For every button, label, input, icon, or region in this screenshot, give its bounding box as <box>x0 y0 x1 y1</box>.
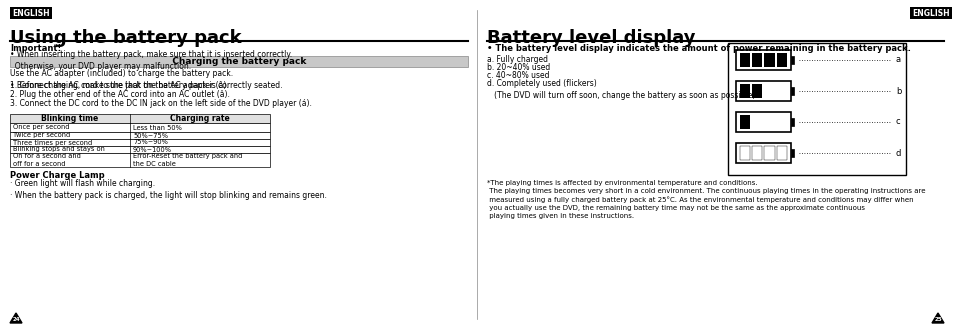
Text: Charging rate: Charging rate <box>170 114 230 123</box>
Text: Charging the battery pack: Charging the battery pack <box>166 57 312 66</box>
Bar <box>776 84 786 98</box>
Polygon shape <box>931 313 943 323</box>
Bar <box>10 146 270 153</box>
Text: • When inserting the battery pack, make sure that it is inserted correctly.
  Ot: • When inserting the battery pack, make … <box>10 50 292 71</box>
Text: Blinking stops and stays on: Blinking stops and stays on <box>13 146 105 153</box>
Text: Error-Reset the battery pack and
the DC cable: Error-Reset the battery pack and the DC … <box>132 153 242 167</box>
Bar <box>10 7 52 19</box>
Bar <box>909 7 951 19</box>
Bar <box>740 53 749 67</box>
Bar <box>790 56 794 64</box>
Text: Three times per second: Three times per second <box>13 139 92 145</box>
Text: a: a <box>895 56 901 64</box>
Bar <box>752 115 761 129</box>
Text: Twice per second: Twice per second <box>13 133 71 139</box>
Text: *The playing times is affected by environmental temperature and conditions.
 The: *The playing times is affected by enviro… <box>486 180 924 219</box>
Bar <box>10 56 468 67</box>
Text: b. 20~40% used: b. 20~40% used <box>486 63 550 72</box>
Text: • The battery level display indicates the amount of power remaining in the batte: • The battery level display indicates th… <box>486 44 910 53</box>
Bar <box>763 53 774 67</box>
Text: · Green light will flash while charging.
· When the battery pack is charged, the: · Green light will flash while charging.… <box>10 179 327 200</box>
Text: c. 40~80% used: c. 40~80% used <box>486 71 549 80</box>
Text: 3. Connect the DC cord to the DC IN jack on the left side of the DVD player (á).: 3. Connect the DC cord to the DC IN jack… <box>10 99 312 108</box>
Text: Less than 50%: Less than 50% <box>132 124 182 131</box>
Text: Blinking time: Blinking time <box>41 114 98 123</box>
Bar <box>735 143 790 163</box>
Bar <box>740 146 749 160</box>
Text: Important!: Important! <box>10 44 61 53</box>
Bar <box>735 50 790 70</box>
Bar <box>776 146 786 160</box>
Text: 90%~100%: 90%~100% <box>132 146 172 153</box>
Bar <box>10 123 270 132</box>
Text: 50%~75%: 50%~75% <box>132 133 168 139</box>
Bar <box>10 139 270 146</box>
Bar <box>776 53 786 67</box>
Bar <box>790 149 794 157</box>
Bar <box>727 43 905 175</box>
Text: ENGLISH: ENGLISH <box>911 9 949 17</box>
Text: b: b <box>895 87 901 95</box>
Text: Battery level display: Battery level display <box>486 29 695 47</box>
Polygon shape <box>10 313 22 323</box>
Text: On for a second and
off for a second: On for a second and off for a second <box>13 153 81 167</box>
Bar <box>790 87 794 95</box>
Bar <box>763 84 774 98</box>
Text: 2. Plug the other end of the AC cord into an AC outlet (â).: 2. Plug the other end of the AC cord int… <box>10 90 230 99</box>
Bar <box>763 146 774 160</box>
Text: d: d <box>895 148 901 158</box>
Text: 1. Connect the AC cord to the jack on the AC adapter (ã).: 1. Connect the AC cord to the jack on th… <box>10 81 229 90</box>
Bar <box>763 115 774 129</box>
Bar <box>752 146 761 160</box>
Text: Use the AC adapter (included) to charge the battery pack.
• Before charging, mak: Use the AC adapter (included) to charge … <box>10 69 282 90</box>
Text: 24: 24 <box>12 317 20 322</box>
Text: c: c <box>895 117 900 126</box>
Bar <box>740 115 749 129</box>
Bar <box>776 115 786 129</box>
Bar <box>740 84 749 98</box>
Text: Once per second: Once per second <box>13 124 70 131</box>
Text: Using the battery pack: Using the battery pack <box>10 29 241 47</box>
Bar <box>790 118 794 126</box>
Bar <box>10 114 270 123</box>
Bar <box>752 53 761 67</box>
Text: d. Completely used (flickers)
   (The DVD will turn off soon, change the battery: d. Completely used (flickers) (The DVD w… <box>486 79 755 100</box>
Bar <box>752 84 761 98</box>
Bar <box>10 132 270 139</box>
Text: a. Fully charged: a. Fully charged <box>486 55 547 64</box>
Text: Power Charge Lamp: Power Charge Lamp <box>10 171 105 180</box>
Text: 25: 25 <box>933 317 941 322</box>
Bar <box>735 112 790 132</box>
Text: 75%~90%: 75%~90% <box>132 139 168 145</box>
Bar <box>735 81 790 101</box>
Text: ENGLISH: ENGLISH <box>12 9 50 17</box>
Bar <box>10 153 270 167</box>
